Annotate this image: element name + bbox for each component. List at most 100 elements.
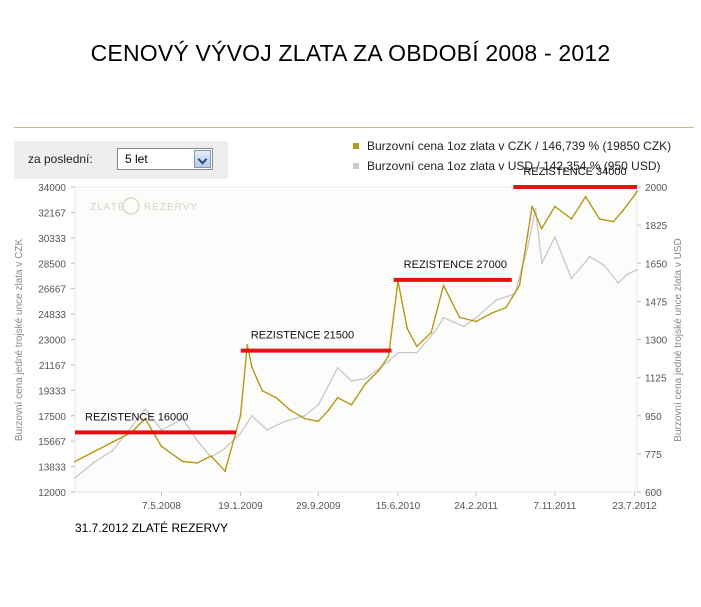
usd-point: [636, 268, 638, 271]
y-left-tick-label: 13833: [38, 463, 66, 474]
czk-point: [350, 403, 353, 406]
y-left-tick-label: 24833: [38, 310, 66, 321]
czk-point: [303, 417, 306, 420]
czk-point: [622, 209, 624, 212]
legend-item-czk[interactable]: Burzovní cena 1oz zlata v CZK / 146,739 …: [353, 136, 671, 156]
y-right-tick-label: 950: [645, 412, 662, 423]
czk-point: [327, 409, 330, 412]
resistance-label: REZISTENCE 16000: [85, 411, 188, 423]
watermark-emblem-icon: [122, 197, 140, 215]
resistance-annotations: REZISTENCE 16000 REZISTENCE 21500 REZISTEN…: [75, 166, 637, 435]
czk-point: [397, 280, 399, 283]
usd-point: [74, 476, 76, 479]
period-select[interactable]: 5 let: [117, 148, 213, 170]
x-tick-label: 15.6.2010: [376, 501, 421, 512]
czk-point: [387, 355, 390, 357]
czk-point: [74, 460, 76, 463]
y-axis-right: 600 775 950 1125 1300 1475 1650 1825 2000: [637, 183, 668, 499]
legend-swatch-czk: [353, 143, 359, 149]
y-right-tick-label: 1825: [645, 221, 668, 232]
czk-point: [235, 430, 238, 432]
series-czk: [74, 190, 638, 473]
x-tick-label: 7.5.2008: [142, 501, 181, 512]
y-right-tick-label: 1475: [645, 297, 668, 308]
usd-point: [181, 418, 184, 420]
y-axis-left-title: Burzovní cena jedné trojské unce zlata v…: [14, 239, 25, 442]
czk-point: [239, 414, 242, 417]
usd-point: [475, 316, 477, 319]
usd-point: [626, 273, 629, 275]
usd-point: [534, 207, 537, 210]
y-left-tick-label: 15667: [38, 437, 66, 448]
czk-point: [598, 218, 601, 220]
czk-point: [181, 460, 184, 463]
page-title: CENOVÝ VÝVOJ ZLATA ZA OBDOBÍ 2008 - 2012: [90, 40, 611, 66]
czk-point: [251, 366, 253, 369]
czk-point: [633, 194, 636, 197]
usd-point: [92, 461, 95, 464]
y-left-tick-label: 30333: [38, 234, 66, 245]
usd-point: [350, 380, 353, 382]
resistance-label: REZISTENCE 21500: [251, 330, 354, 342]
y-left-tick-label: 26667: [38, 285, 66, 296]
usd-point: [144, 408, 147, 411]
czk-point: [442, 284, 445, 287]
y-left-tick-label: 17500: [38, 412, 66, 423]
x-tick-label: 24.2.2011: [454, 501, 498, 512]
x-tick-label: 29.9.2009: [296, 501, 341, 512]
usd-line: [74, 208, 638, 479]
y-right-tick-label: 1300: [645, 336, 668, 347]
watermark-right: REZERVY: [144, 202, 198, 213]
chart-legend: Burzovní cena 1oz zlata v CZK / 146,739 …: [353, 136, 671, 176]
y-axis-right-title: Burzovní cena jedné trojské unce zlata v…: [673, 238, 684, 441]
period-label: za poslední:: [28, 152, 93, 166]
y-axis-left: 12000 13833 15667 17500 19333 21167 23000 24833…: [38, 183, 75, 499]
czk-point: [636, 190, 638, 193]
legend-label-czk: Burzovní cena 1oz zlata v CZK / 146,739 …: [367, 139, 672, 153]
y-right-tick-label: 2000: [645, 183, 668, 194]
chevron-down-icon[interactable]: [194, 150, 211, 168]
czk-point: [144, 417, 147, 420]
watermark-left: ZLATÉ: [90, 200, 125, 213]
czk-point: [518, 284, 521, 287]
y-left-tick-label: 28500: [38, 259, 66, 270]
czk-point: [475, 320, 477, 323]
czk-point: [317, 420, 320, 423]
usd-point: [210, 456, 212, 458]
czk-point: [612, 220, 615, 223]
usd-point: [160, 429, 163, 431]
watermark: ZLATÉ REZERVY: [90, 197, 198, 215]
usd-point: [317, 404, 320, 406]
czk-point: [289, 409, 292, 412]
usd-point: [266, 429, 268, 431]
usd-point: [235, 436, 238, 439]
y-right-tick-label: 775: [645, 450, 662, 461]
czk-point: [490, 312, 493, 315]
legend-item-usd[interactable]: Burzovní cena 1oz zlata v USD / 142,354 …: [353, 156, 671, 176]
czk-point: [196, 462, 199, 464]
legend-label-usd: Burzovní cena 1oz zlata v USD / 142,354 …: [367, 159, 661, 173]
usd-point: [415, 351, 418, 354]
usd-point: [387, 360, 390, 363]
header-divider: [14, 127, 694, 128]
x-tick-label: 19.1.2009: [218, 501, 263, 512]
usd-point: [603, 264, 605, 267]
czk-point: [531, 205, 533, 208]
czk-point: [130, 431, 133, 434]
usd-point: [239, 432, 242, 435]
czk-point: [336, 396, 339, 399]
y-right-tick-label: 1650: [645, 259, 668, 270]
y-left-tick-label: 23000: [38, 336, 66, 347]
plot-area: [74, 186, 638, 493]
y-left-tick-label: 21167: [39, 361, 67, 372]
usd-point: [570, 277, 573, 280]
czk-point: [160, 445, 163, 448]
czk-point: [92, 450, 95, 453]
y-left-tick-label: 12000: [38, 488, 66, 499]
czk-point: [526, 234, 529, 237]
footer-source: 31.7.2012 ZLATÉ REZERVY: [75, 521, 228, 535]
usd-point: [514, 292, 516, 295]
usd-point: [397, 351, 399, 354]
czk-point: [584, 195, 587, 198]
